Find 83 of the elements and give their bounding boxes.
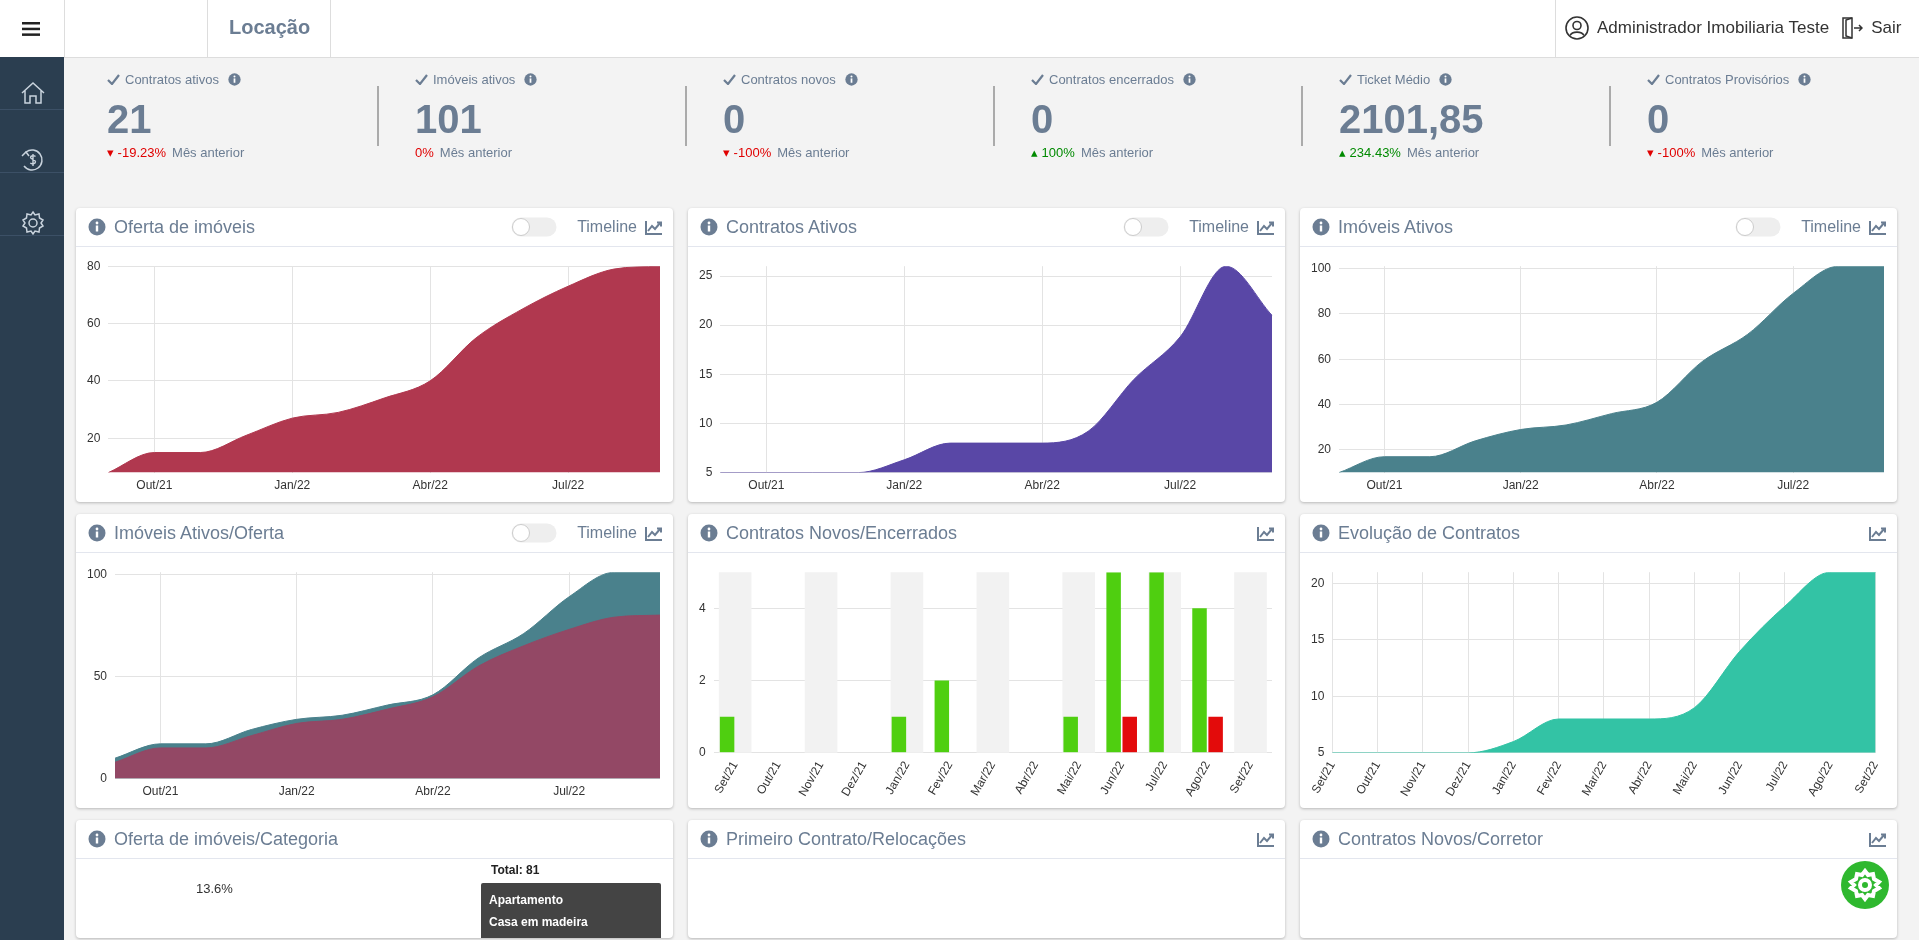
y-tick-label: 0 [100, 770, 108, 785]
y-tick-label: 5 [1317, 745, 1325, 760]
text: ▴ 100% [1031, 145, 1075, 160]
y-tick-label: 40 [86, 373, 101, 388]
y-tick-label: 40 [1317, 396, 1332, 411]
y-tick-label: 20 [86, 430, 101, 445]
text: Imóveis ativos [433, 72, 516, 87]
y-tick-label: 100 [1310, 260, 1332, 275]
y-tick-label: 15 [1310, 632, 1325, 647]
y-tick-label: 0 [698, 745, 706, 760]
x-tick-label: Out/21 [1366, 478, 1403, 493]
text: Contratos Novos/Corretor [1338, 828, 1545, 850]
x-tick-label: Abr/22 [1024, 478, 1061, 493]
x-tick-label: Out/21 [136, 478, 173, 493]
y-tick-label: 50 [93, 668, 108, 683]
y-tick-label: 20 [698, 317, 713, 332]
y-tick-label: 4 [698, 600, 706, 615]
y-tick-label: 25 [698, 268, 713, 283]
text: Sair [1871, 18, 1902, 38]
text: Mês anterior [1701, 145, 1774, 160]
text: ▾ -19.23% [107, 145, 167, 160]
text: 0 [1031, 97, 1055, 141]
text: Mês anterior [172, 145, 245, 160]
y-tick-label: 20 [1310, 575, 1325, 590]
x-tick-label: Jan/22 [274, 478, 311, 493]
x-tick-label: Out/21 [142, 784, 179, 799]
text: Apartamento [489, 892, 564, 909]
chart-title: Oferta de imóveis [114, 216, 257, 238]
text: Mês anterior [1080, 145, 1154, 160]
y-tick-label: 100 [86, 566, 108, 581]
text: Contratos novos [741, 72, 836, 87]
x-tick-label: Jan/22 [1502, 478, 1540, 493]
text: Mês anterior [777, 145, 850, 160]
x-tick-label: Abr/22 [415, 784, 451, 799]
y-tick-label: 10 [1310, 688, 1325, 703]
y-tick-label: 15 [698, 366, 713, 381]
y-tick-label: 10 [698, 415, 713, 430]
chart-title: Contratos Novos/Encerrados [726, 522, 959, 544]
text: ▾ -100% [1647, 145, 1696, 160]
x-tick-label: Jul/22 [552, 478, 585, 493]
text: 21 [107, 97, 153, 141]
y-tick-label: 80 [1317, 306, 1332, 321]
text: Timeline [1189, 218, 1249, 236]
chart-title: Contratos Ativos [726, 216, 859, 238]
text: 0 [1647, 97, 1671, 141]
text: Primeiro Contrato/Relocações [726, 828, 968, 850]
y-tick-label: 20 [1317, 442, 1332, 457]
x-tick-label: Abr/22 [1639, 478, 1675, 493]
text: ▴ 234.43% [1339, 145, 1401, 160]
text: Total: 81 [491, 863, 540, 877]
text: ▾ -100% [723, 145, 772, 160]
chart-title: Evolução de Contratos [1338, 522, 1522, 544]
text: Oferta de imóveis/Categoria [114, 828, 340, 850]
text: 101 [415, 97, 483, 141]
text: Mês anterior [1406, 145, 1480, 160]
text: Casa em madeira [489, 914, 589, 931]
y-tick-label: 2 [698, 672, 706, 687]
text: 13.6% [196, 881, 233, 896]
text: Contratos encerrados [1049, 72, 1175, 87]
x-tick-label: Jan/22 [886, 478, 923, 493]
x-tick-label: Jul/22 [1164, 478, 1197, 493]
text: Timeline [577, 218, 637, 236]
text: 2101,85 [1339, 97, 1485, 141]
x-tick-label: Abr/22 [412, 478, 449, 493]
x-tick-label: Jul/22 [553, 784, 586, 799]
text: 0% [415, 145, 434, 160]
text: Locação [229, 16, 311, 39]
y-tick-label: 5 [705, 464, 713, 479]
y-tick-label: 60 [1317, 351, 1332, 366]
text: Ticket Médio [1357, 72, 1431, 87]
text: Contratos Provisórios [1665, 72, 1790, 87]
text: Timeline [1801, 218, 1861, 236]
y-tick-label: 80 [86, 258, 101, 273]
chart-title: Imóveis Ativos/Oferta [114, 522, 286, 544]
text: Timeline [577, 524, 637, 542]
text: Mês anterior [439, 145, 513, 160]
y-tick-label: 60 [86, 315, 101, 330]
x-tick-label: Jul/22 [1777, 478, 1810, 493]
text: Contratos ativos [125, 72, 219, 87]
text: Administrador Imobiliaria Teste [1597, 18, 1830, 38]
chart-title: Imóveis Ativos [1338, 216, 1455, 238]
x-tick-label: Out/21 [748, 478, 785, 493]
x-tick-label: Jan/22 [278, 784, 316, 799]
